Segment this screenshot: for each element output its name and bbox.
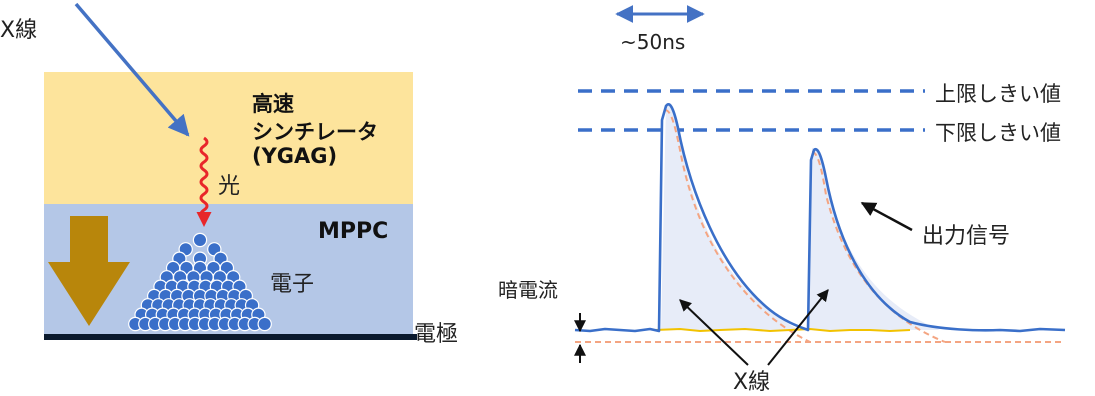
upper-threshold-label: 上限しきい値	[935, 82, 1061, 106]
down-arrow-icon	[48, 216, 130, 326]
electron-dot	[257, 316, 272, 332]
scintillator-line-2: シンチレータ	[252, 120, 378, 144]
light-wave-arrow	[196, 136, 212, 227]
scintillator-layer	[44, 72, 413, 204]
lower-threshold-label: 下限しきい値	[935, 121, 1061, 145]
xray-label-left: X線	[0, 18, 38, 43]
output-signal-pointer	[860, 201, 913, 232]
electrode-bar	[44, 334, 417, 340]
output-signal-line	[574, 103, 1066, 333]
pulse-1-fill	[661, 103, 800, 331]
electron-pile	[128, 232, 272, 332]
xray-pointer-1	[679, 299, 749, 366]
electrode-label: 電極	[414, 322, 459, 347]
scintillator-line-1: 高速	[252, 92, 294, 116]
xray-label-right: X線	[733, 370, 771, 395]
pulse-width-label: ~50ns	[620, 30, 686, 54]
dark-current-label: 暗電流	[498, 278, 558, 302]
xray-arrow	[74, 2, 190, 137]
light-label: 光	[218, 174, 241, 199]
pulse-2-dashed	[811, 151, 946, 343]
xray-pointer-2	[767, 289, 829, 366]
electron-label: 電子	[270, 272, 315, 297]
electron-dot	[192, 232, 208, 248]
dark-current-line	[654, 327, 911, 333]
pulse-2-fill	[807, 147, 940, 330]
mppc-label: MPPC	[318, 219, 389, 244]
output-signal-label: 出力信号	[922, 224, 1011, 249]
scintillator-line-3: (YGAG)	[252, 144, 338, 168]
pulse-1-dashed	[664, 109, 811, 343]
